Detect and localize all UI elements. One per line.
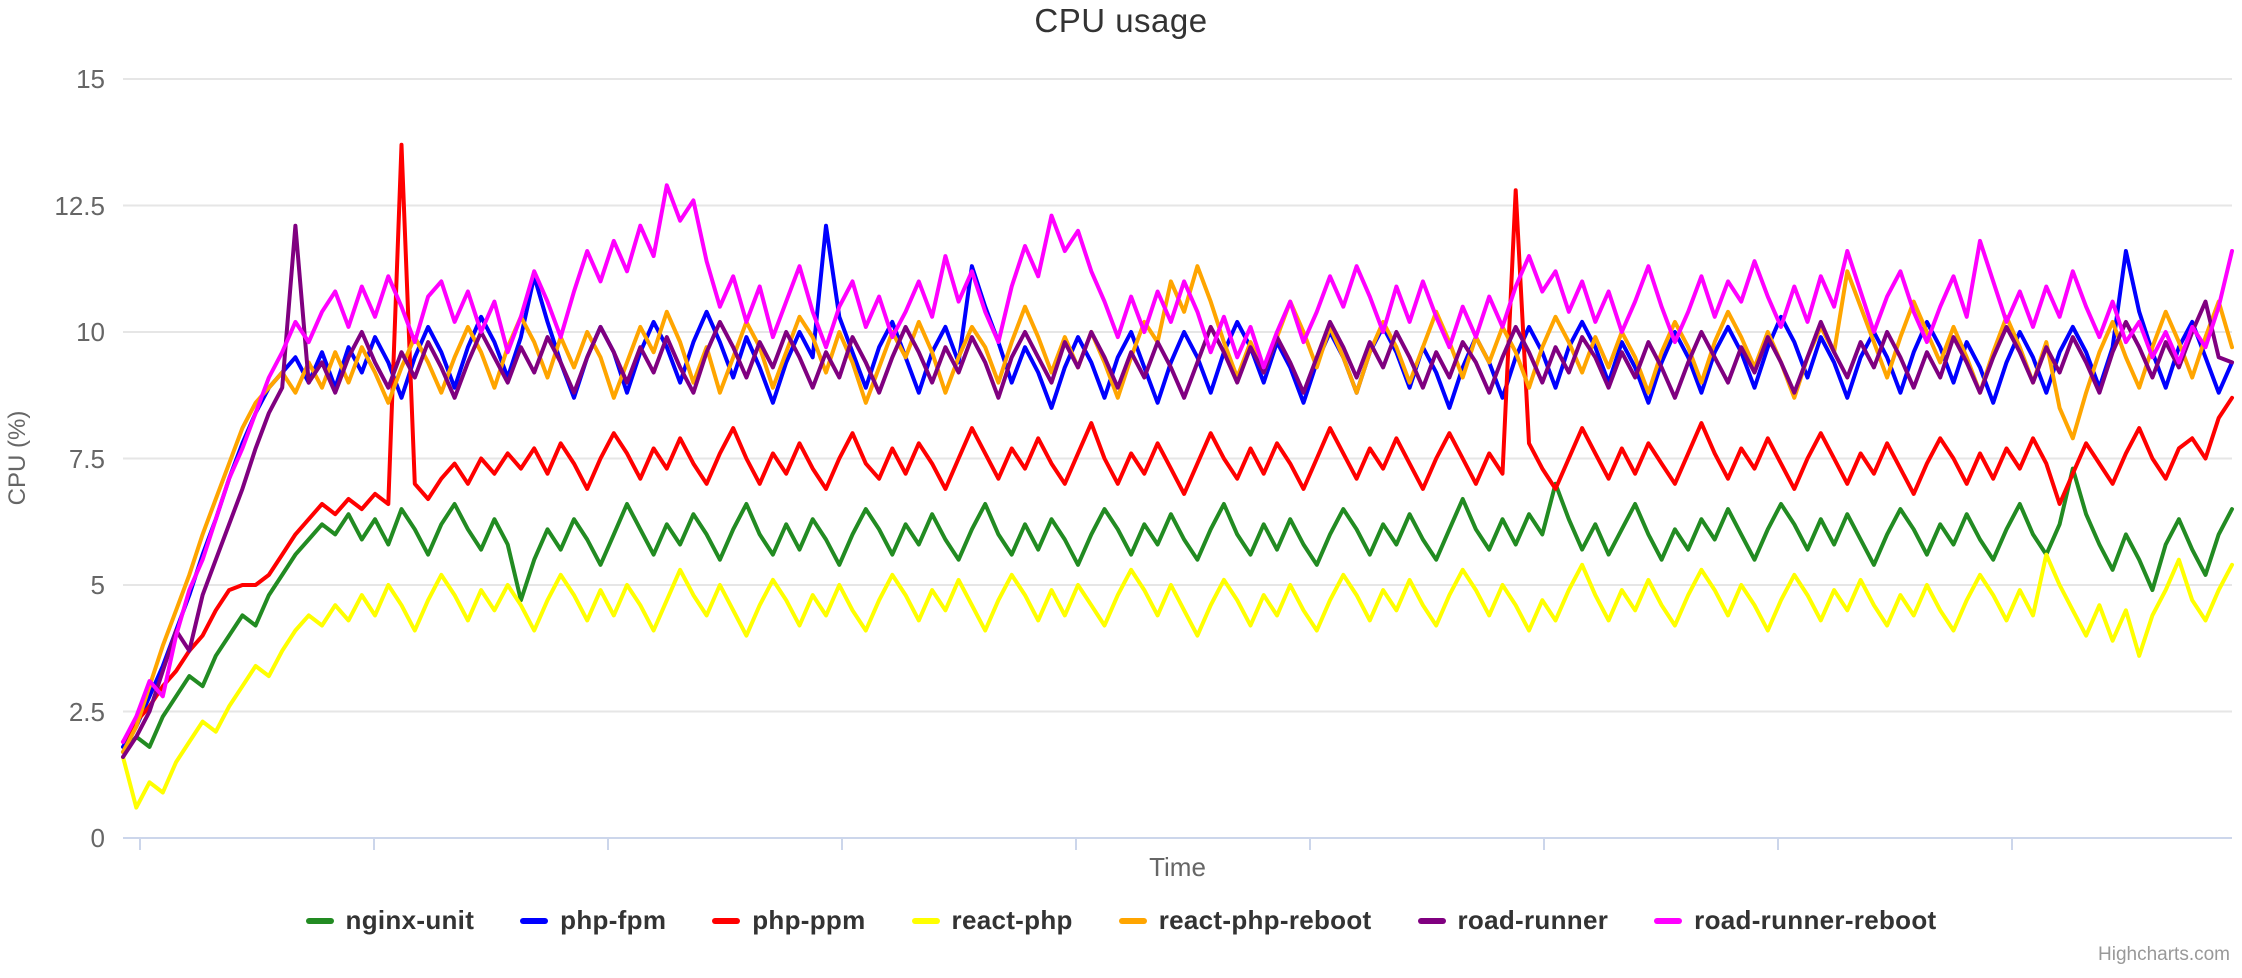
- legend-swatch-php-ppm: [712, 917, 741, 924]
- y-axis-tick-label: 7.5: [68, 443, 105, 474]
- legend-label: react-php: [951, 905, 1073, 935]
- legend-swatch-road-runner: [1417, 917, 1446, 924]
- legend-item-react-php[interactable]: react-php: [911, 905, 1073, 936]
- legend-item-road-runner[interactable]: road-runner: [1417, 905, 1609, 936]
- series-line-react-php-reboot[interactable]: [121, 264, 2234, 754]
- series-line-react-php[interactable]: [121, 552, 2234, 810]
- highcharts-credit[interactable]: Highcharts.com: [2098, 944, 2230, 965]
- legend-item-react-php-reboot[interactable]: react-php-reboot: [1118, 905, 1372, 936]
- series-line-road-runner[interactable]: [121, 223, 2234, 759]
- y-axis-tick-label: 12.5: [54, 190, 105, 221]
- y-axis-tick-label: 2.5: [68, 696, 105, 727]
- series-line-road-runner-reboot[interactable]: [121, 183, 2234, 744]
- legend-swatch-php-fpm: [520, 917, 549, 924]
- legend-item-php-fpm[interactable]: php-fpm: [520, 905, 666, 936]
- legend-label: php-ppm: [752, 905, 866, 935]
- legend-item-nginx-unit[interactable]: nginx-unit: [305, 905, 475, 936]
- legend-label: react-php-reboot: [1158, 905, 1372, 935]
- legend-item-road-runner-reboot[interactable]: road-runner-reboot: [1654, 905, 1936, 936]
- legend-swatch-react-php-reboot: [1118, 917, 1147, 924]
- series-line-nginx-unit[interactable]: [121, 466, 2234, 754]
- y-axis-tick-label: 5: [90, 570, 105, 600]
- series-line-php-ppm[interactable]: [121, 142, 2234, 744]
- y-axis-tick-label: 15: [76, 64, 105, 94]
- legend-label: nginx-unit: [345, 905, 475, 935]
- legend-label: road-runner: [1457, 905, 1609, 935]
- y-axis-tick-label: 10: [76, 317, 105, 347]
- legend-swatch-nginx-unit: [305, 917, 334, 924]
- legend-label: road-runner-reboot: [1694, 905, 1937, 935]
- legend-swatch-react-php: [911, 917, 940, 924]
- legend-label: php-fpm: [560, 905, 667, 935]
- legend: nginx-unit php-fpm php-ppm react-php rea…: [0, 905, 2242, 936]
- y-axis-tick-label: 0: [90, 823, 105, 853]
- legend-item-php-ppm[interactable]: php-ppm: [712, 905, 865, 936]
- chart-title: CPU usage: [1034, 2, 1208, 39]
- x-axis-title: Time: [1149, 852, 1206, 882]
- legend-swatch-road-runner-reboot: [1654, 917, 1683, 924]
